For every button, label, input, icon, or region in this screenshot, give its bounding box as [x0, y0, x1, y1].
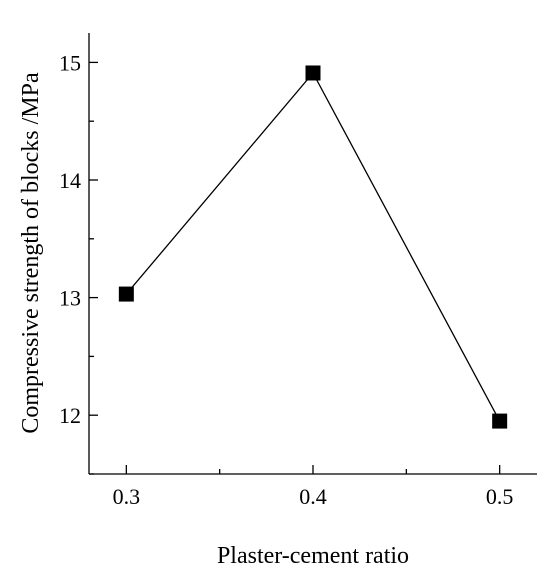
y-axis-title: Compressive strength of blocks /MPa — [18, 72, 44, 434]
y-tick-label: 14 — [59, 168, 81, 193]
x-tick-label: 0.4 — [299, 484, 327, 509]
x-axis-title: Plaster-cement ratio — [217, 543, 409, 569]
x-ticks: 0.3 0.4 0.5 — [113, 465, 514, 509]
y-ticks: 12 13 14 15 — [59, 50, 98, 475]
series-line — [125, 71, 501, 422]
y-tick-label: 12 — [59, 403, 81, 428]
series-layer — [118, 65, 508, 429]
y-tick-label: 15 — [59, 50, 81, 75]
data-point-marker — [492, 413, 508, 429]
data-point-marker — [305, 65, 321, 81]
plot-frame — [88, 33, 537, 475]
y-tick-label: 13 — [59, 286, 81, 311]
x-tick-label: 0.5 — [486, 484, 514, 509]
data-point-marker — [118, 286, 134, 302]
x-tick-label: 0.3 — [113, 484, 141, 509]
